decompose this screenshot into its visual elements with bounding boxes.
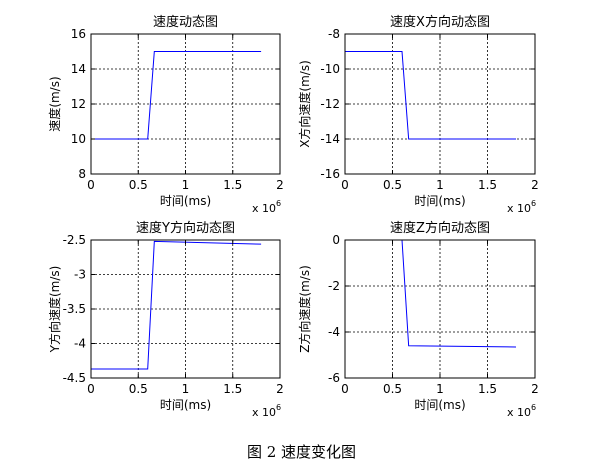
x-tick-label: 1.5 — [478, 178, 497, 192]
y-tick-label: 8 — [78, 167, 86, 181]
y-tick-label: -2.5 — [63, 233, 86, 247]
y-axis-label: X方向速度(m/s) — [297, 60, 312, 148]
x-scale-factor: x 106 — [507, 403, 536, 419]
y-tick-label: 16 — [71, 27, 86, 41]
x-tick-label: 1 — [436, 382, 444, 396]
x-tick-label: 0.5 — [129, 178, 148, 192]
x-scale-base: x 10 — [507, 202, 531, 215]
x-scale-exponent: 6 — [531, 403, 536, 412]
x-scale-base: x 10 — [252, 202, 276, 215]
y-tick-label: 10 — [71, 132, 86, 146]
x-scale-exponent: 6 — [531, 199, 536, 208]
chart-title: 速度Y方向动态图 — [136, 220, 235, 236]
chart-title: 速度动态图 — [153, 14, 218, 30]
y-tick-label: -2 — [328, 279, 340, 293]
y-tick-label: -3 — [74, 268, 86, 282]
y-axis-label: Z方向速度(m/s) — [297, 265, 312, 353]
y-tick-label: -4.5 — [63, 371, 86, 385]
x-tick-label: 0.5 — [383, 178, 402, 192]
x-tick-label: 1.5 — [478, 382, 497, 396]
chart-title: 速度X方向动态图 — [390, 14, 490, 30]
x-scale-factor: x 106 — [252, 199, 281, 215]
chart-title: 速度Z方向动态图 — [390, 220, 490, 236]
x-tick-label: 0 — [341, 382, 349, 396]
x-tick-label: 0 — [341, 178, 349, 192]
x-tick-label: 2 — [531, 178, 539, 192]
x-scale-base: x 10 — [507, 406, 531, 419]
y-axis-label: 速度(m/s) — [47, 76, 62, 131]
x-axis-label: 时间(ms) — [414, 194, 465, 208]
x-tick-label: 0 — [87, 178, 95, 192]
x-tick-label: 1.5 — [223, 382, 242, 396]
x-tick-label: 0 — [87, 382, 95, 396]
x-axis-label: 时间(ms) — [160, 398, 211, 412]
x-tick-label: 2 — [276, 382, 284, 396]
y-tick-label: -4 — [74, 337, 86, 351]
x-tick-label: 2 — [531, 382, 539, 396]
y-tick-label: 12 — [71, 97, 86, 111]
x-tick-label: 1 — [182, 178, 190, 192]
y-tick-label: -4 — [328, 325, 340, 339]
series-line-1 — [91, 51, 262, 140]
x-scale-factor: x 106 — [507, 199, 536, 215]
y-tick-label: 0 — [332, 233, 340, 247]
x-scale-exponent: 6 — [276, 403, 281, 412]
x-tick-label: 1 — [436, 178, 444, 192]
y-tick-label: -16 — [320, 167, 340, 181]
y-tick-label: -10 — [320, 62, 340, 76]
x-tick-label: 1.5 — [223, 178, 242, 192]
y-axis-label: Y方向速度(m/s) — [47, 266, 62, 354]
series-line-1 — [91, 240, 262, 370]
x-tick-label: 0.5 — [383, 382, 402, 396]
x-axis-label: 时间(ms) — [414, 398, 465, 412]
x-tick-label: 2 — [276, 178, 284, 192]
y-tick-label: -12 — [320, 97, 340, 111]
x-tick-label: 0.5 — [129, 382, 148, 396]
y-tick-label: -3.5 — [63, 302, 86, 316]
x-scale-exponent: 6 — [276, 199, 281, 208]
x-scale-factor: x 106 — [252, 403, 281, 419]
series-line-1 — [345, 51, 516, 140]
x-tick-label: 1 — [182, 382, 190, 396]
x-scale-base: x 10 — [252, 406, 276, 419]
figure-caption: 图 2 速度变化图 — [246, 443, 357, 461]
y-tick-label: -8 — [328, 27, 340, 41]
y-tick-label: -14 — [320, 132, 340, 146]
y-tick-label: -6 — [328, 371, 340, 385]
x-axis-label: 时间(ms) — [160, 194, 211, 208]
y-tick-label: 14 — [71, 62, 86, 76]
